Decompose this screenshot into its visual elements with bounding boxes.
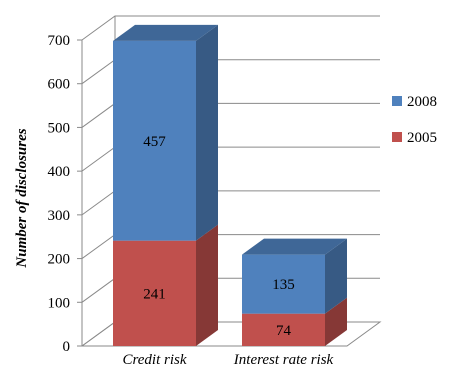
bar-front — [113, 40, 196, 241]
y-tick-label: 500 — [48, 120, 71, 136]
legend-item-2005: 2005 — [392, 130, 437, 146]
y-tick-label: 0 — [63, 339, 71, 355]
y-axis: 0 100 200 300 400 500 600 700 — [48, 33, 83, 355]
legend-label: 2008 — [407, 94, 437, 110]
y-tick-label: 400 — [48, 164, 71, 180]
bar-front — [242, 254, 325, 314]
bars — [113, 24, 347, 346]
data-label: 135 — [272, 277, 295, 293]
bar-segment-2005 — [113, 224, 218, 346]
y-tick-label: 300 — [48, 208, 71, 224]
x-tick-label: Interest rate risk — [233, 352, 334, 368]
data-label: 457 — [143, 134, 166, 150]
legend-label: 2005 — [407, 130, 437, 146]
legend-swatch — [392, 96, 402, 106]
legend-swatch — [392, 132, 402, 142]
bar-front — [242, 313, 325, 346]
y-axis-title: Number of disclosures — [14, 128, 30, 268]
data-label: 241 — [143, 286, 166, 302]
bar-side — [196, 224, 218, 346]
data-labels: 241 457 74 135 — [143, 134, 295, 339]
bar-segment-2005 — [242, 297, 347, 346]
y-tick-label: 100 — [48, 295, 71, 311]
bar-side — [196, 24, 218, 241]
bar-side — [325, 297, 347, 346]
y-tick-label: 600 — [48, 77, 71, 93]
bar-top — [113, 24, 218, 41]
bar-top — [242, 238, 347, 255]
bar-side — [325, 238, 347, 314]
y-tick-label: 200 — [48, 252, 71, 268]
x-axis: Credit risk Interest rate risk — [122, 352, 333, 368]
y-tick-label: 700 — [48, 33, 71, 49]
bar-front — [113, 240, 196, 346]
data-label: 74 — [276, 323, 292, 339]
bar-segment-2008 — [113, 24, 218, 241]
x-tick-label: Credit risk — [122, 352, 186, 368]
legend: 2008 2005 — [392, 94, 437, 146]
bar-segment-2008 — [242, 238, 347, 314]
legend-item-2008: 2008 — [392, 94, 437, 110]
